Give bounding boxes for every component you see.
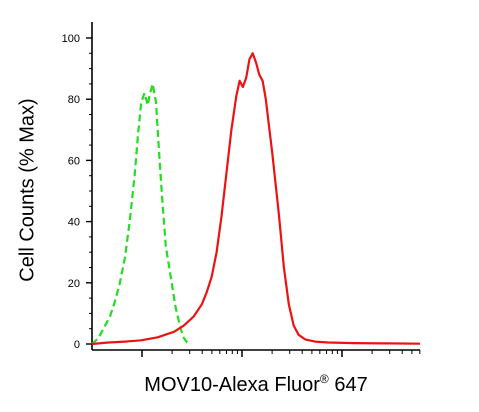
y-tick-label: 0 [74,339,80,351]
y-axis-label: Cell Counts (% Max) [8,40,48,340]
registered-mark: ® [319,372,329,386]
y-axis-label-text: Cell Counts (% Max) [16,98,39,282]
y-tick-label: 100 [62,33,80,45]
series-line-dashed-green [91,82,191,346]
y-tick-label: 80 [68,94,80,106]
chart-axes: 0 20 40 60 80 100 [62,22,421,357]
series-line-solid-red [91,52,421,346]
y-tick-label: 60 [68,155,80,167]
y-tick-label: 40 [68,217,80,229]
y-tick-label: 20 [68,278,80,290]
chart-series [91,52,421,346]
x-axis-label-suffix: 647 [328,374,368,396]
x-axis-label: MOV10-Alexa Fluor® 647 [92,372,420,397]
x-axis-label-text: MOV10-Alexa Fluor [144,374,320,396]
